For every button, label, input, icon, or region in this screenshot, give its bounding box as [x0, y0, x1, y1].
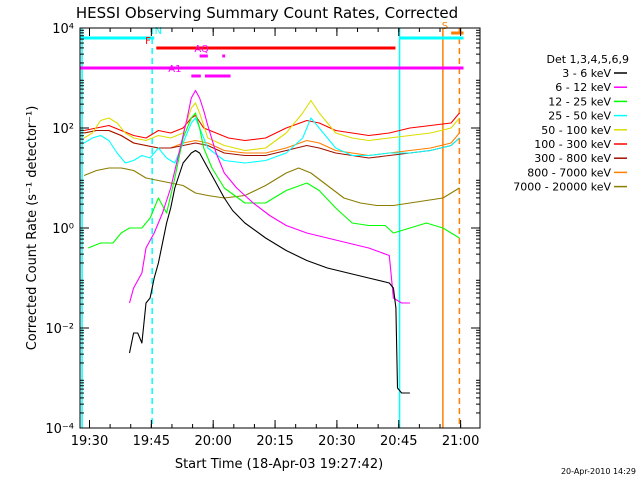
series-line-5 — [83, 112, 460, 142]
legend-label-3: 25 - 50 keV — [548, 110, 611, 123]
flag-label-1: S — [442, 21, 448, 32]
y-tick-label-4: 10⁴ — [52, 22, 74, 37]
legend-label-6: 300 - 800 keV — [534, 152, 611, 165]
series-line-6 — [83, 129, 460, 159]
flag-label-3: AQ — [194, 44, 209, 55]
legend-title: Det 1,3,4,5,6,9 — [546, 53, 629, 66]
y-tick-label-0: 10⁻⁴ — [45, 422, 74, 437]
y-axis-label: Corrected Count Rate (s⁻¹ detector⁻¹) — [25, 106, 40, 351]
chart-title: HESSI Observing Summary Count Rates, Cor… — [76, 4, 458, 22]
series-line-0 — [128, 149, 410, 394]
x-tick-label-4: 20:30 — [318, 434, 355, 449]
series-line-1 — [128, 89, 410, 304]
series-line-4 — [83, 99, 460, 152]
series-line-3 — [83, 117, 460, 164]
legend-label-0: 3 - 6 keV — [562, 67, 611, 80]
y-tick-label-3: 10² — [52, 122, 74, 137]
series-line-2 — [87, 112, 460, 249]
flag-label-2: F — [145, 36, 151, 47]
plot-area: N S F AQ A1 — [80, 21, 464, 428]
x-tick-label-6: 21:00 — [442, 434, 479, 449]
x-tick-label-3: 20:15 — [256, 434, 293, 449]
x-tick-label-2: 20:00 — [194, 434, 231, 449]
series-line-8 — [83, 167, 460, 207]
flag-label-0: N — [155, 26, 162, 37]
legend-label-2: 12 - 25 keV — [548, 95, 611, 108]
legend-label-5: 100 - 300 keV — [534, 138, 611, 151]
legend-label-1: 6 - 12 keV — [555, 81, 611, 94]
axes: 19:30 19:45 20:00 20:15 20:30 20:45 21:00 10⁻⁴ 1… — [45, 22, 480, 449]
legend-label-8: 7000 - 20000 keV — [513, 181, 611, 194]
y-tick-label-2: 10⁰ — [52, 222, 74, 237]
legend-label-4: 50 - 100 keV — [541, 124, 611, 137]
footer-timestamp: 20-Apr-2010 14:29 — [561, 467, 636, 476]
x-tick-label-0: 19:30 — [71, 434, 108, 449]
flag-label-5: A1 — [168, 64, 181, 75]
x-axis-label: Start Time (18-Apr-03 19:27:42) — [175, 457, 383, 472]
x-tick-label-5: 20:45 — [380, 434, 417, 449]
legend-label-7: 800 - 7000 keV — [527, 166, 611, 179]
y-tick-label-1: 10⁻² — [45, 322, 74, 337]
x-tick-label-1: 19:45 — [133, 434, 170, 449]
